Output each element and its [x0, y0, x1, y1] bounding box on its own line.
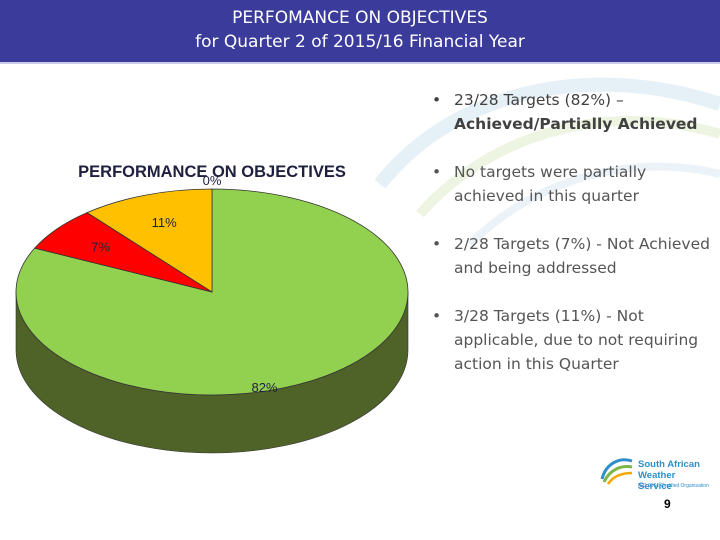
bullet-item: • 23/28 Targets (82%) – Achieved/Partial… — [430, 88, 710, 136]
pie-chart: PERFORMANCE ON OBJECTIVES 82% 7% 11% 0% — [15, 163, 409, 454]
pie-label-3: 0% — [203, 173, 222, 188]
bullet-text: No targets were partially achieved in th… — [454, 163, 647, 205]
bullet-dot-icon: • — [432, 91, 442, 109]
pie-slice-2 — [86, 188, 213, 293]
bullet-item: • 3/28 Targets (11%) - Not applicable, d… — [430, 304, 710, 376]
bullet-item: • No targets were partially achieved in … — [430, 160, 710, 208]
chart-title: PERFORMANCE ON OBJECTIVES — [78, 163, 346, 181]
bullet-text: 2/28 Targets (7%) - Not Achieved and bei… — [454, 235, 710, 277]
bullet-item: • 2/28 Targets (7%) - Not Achieved and b… — [430, 232, 710, 280]
bullet-dot-icon: • — [432, 163, 442, 181]
bullet-dot-icon: • — [432, 235, 442, 253]
pie-label-2: 11% — [152, 215, 177, 230]
saws-swirl-icon — [600, 458, 633, 485]
saws-name-line-2: Weather Service — [638, 470, 676, 492]
pie-labels: 82% 7% 11% 0% — [91, 173, 278, 395]
pie-label-0: 82% — [251, 380, 277, 395]
bullet-text: 3/28 Targets (11%) - Not applicable, due… — [454, 307, 699, 373]
pie-top — [15, 188, 409, 396]
page-number: 9 — [664, 497, 671, 511]
bullet-list: • 23/28 Targets (82%) – Achieved/Partial… — [430, 88, 710, 400]
slide-title-line-1: PERFOMANCE ON OBJECTIVES — [232, 8, 488, 28]
bullet-bold-text: Achieved/Partially Achieved — [454, 115, 698, 133]
bullet-dot-icon: • — [432, 307, 442, 325]
saws-tagline: ISO 9001 Certified Organisation — [638, 483, 709, 489]
title-bar: PERFOMANCE ON OBJECTIVES for Quarter 2 o… — [0, 0, 720, 64]
saws-name-line-1: South African — [638, 459, 700, 470]
pie-label-1: 7% — [91, 240, 110, 255]
slide-title-line-2: for Quarter 2 of 2015/16 Financial Year — [195, 32, 525, 52]
saws-logo: South African Weather Service ISO 9001 C… — [598, 455, 710, 495]
background-swoosh-decoration — [374, 77, 720, 247]
saws-name: South African Weather Service — [638, 459, 710, 492]
bullet-text: 23/28 Targets (82%) – — [454, 91, 624, 109]
